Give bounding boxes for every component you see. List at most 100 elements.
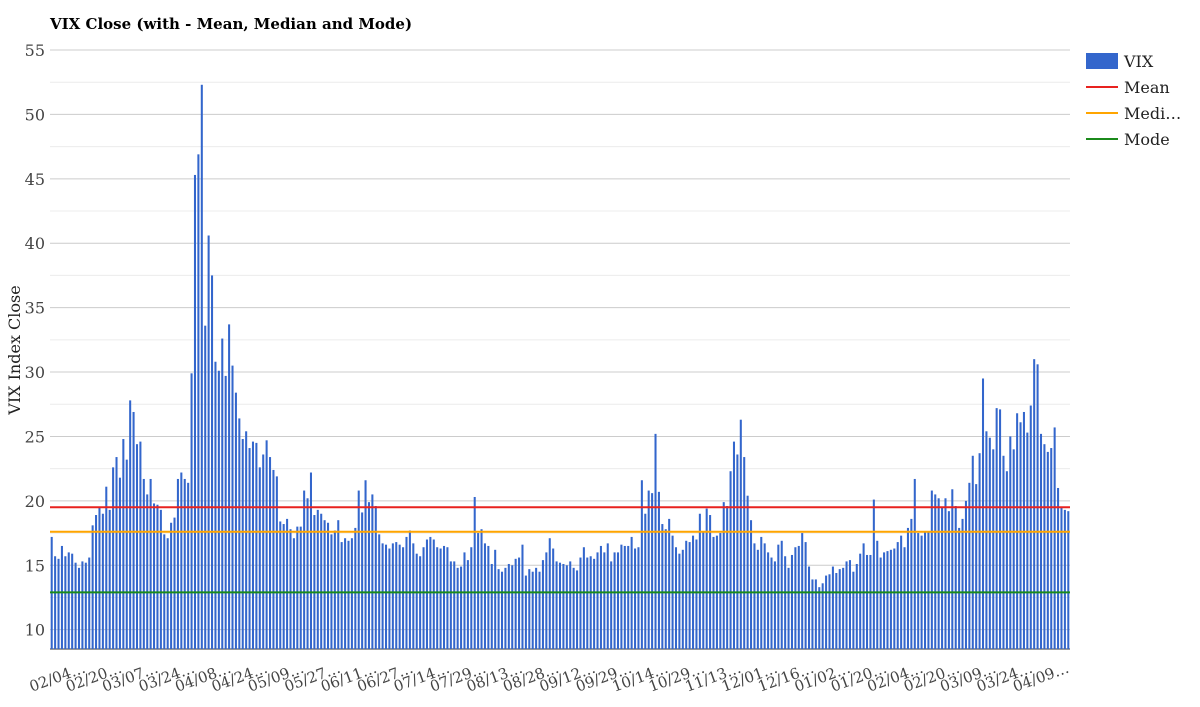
vix-bar[interactable] [569,561,572,649]
vix-bar[interactable] [204,325,207,649]
vix-bar[interactable] [490,563,493,649]
vix-bar[interactable] [122,439,125,649]
vix-bar[interactable] [275,476,278,649]
vix-bar[interactable] [251,441,254,649]
vix-bar[interactable] [142,478,145,649]
vix-bar[interactable] [303,490,306,649]
vix-bar[interactable] [241,439,244,649]
vix-bar[interactable] [964,500,967,649]
vix-bar[interactable] [483,543,486,649]
vix-bar[interactable] [494,549,497,649]
vix-bar[interactable] [1057,487,1060,649]
vix-bar[interactable] [323,520,326,649]
vix-bar[interactable] [767,552,770,649]
vix-bar[interactable] [869,554,872,649]
vix-bar[interactable] [1050,448,1053,649]
vix-bar[interactable] [1002,455,1005,649]
vix-bar[interactable] [125,459,128,649]
vix-bar[interactable] [988,437,991,649]
vix-bar[interactable] [913,478,916,649]
vix-bar[interactable] [985,431,988,649]
vix-bar[interactable] [1005,471,1008,649]
vix-bar[interactable] [1060,507,1063,649]
vix-bar[interactable] [535,567,538,649]
vix-bar[interactable] [695,539,698,649]
vix-bar[interactable] [521,544,524,649]
vix-bar[interactable] [135,444,139,649]
vix-bar[interactable] [228,324,231,649]
vix-bar[interactable] [999,409,1002,649]
vix-bar[interactable] [674,547,678,649]
vix-bar[interactable] [193,174,197,649]
vix-bar[interactable] [661,524,664,649]
vix-bar[interactable] [200,84,203,650]
vix-bar[interactable] [146,494,149,649]
vix-bar[interactable] [367,502,370,649]
vix-bar[interactable] [388,548,391,649]
vix-bar[interactable] [657,491,660,649]
vix-bar[interactable] [91,525,94,649]
vix-bar[interactable] [224,375,227,649]
vix-bar[interactable] [910,518,913,649]
vix-bar[interactable] [835,572,838,649]
vix-bar[interactable] [811,579,814,649]
vix-bar[interactable] [344,538,347,649]
vix-bar[interactable] [746,495,749,649]
vix-bar[interactable] [371,494,374,649]
vix-bar[interactable] [644,513,647,649]
vix-bar[interactable] [1039,433,1043,649]
vix-bar[interactable] [514,558,517,649]
vix-bar[interactable] [613,552,616,649]
vix-bar[interactable] [681,549,684,649]
vix-bar[interactable] [944,498,947,649]
vix-bar[interactable] [327,522,330,649]
vix-bar[interactable] [408,530,411,649]
vix-bar[interactable] [801,533,804,649]
vix-bar[interactable] [384,544,388,649]
vix-bar[interactable] [299,526,302,649]
vix-bar[interactable] [159,509,162,649]
vix-bar[interactable] [415,553,418,649]
vix-bar[interactable] [1053,427,1056,649]
vix-bar[interactable] [347,540,350,649]
vix-bar[interactable] [528,569,531,649]
vix-bar[interactable] [756,549,759,649]
vix-bar[interactable] [480,529,483,649]
vix-bar[interactable] [95,515,98,649]
vix-bar[interactable] [634,548,637,649]
vix-bar[interactable] [637,547,640,649]
vix-bar[interactable] [1009,436,1012,649]
vix-bar[interactable] [88,557,91,649]
vix-bar[interactable] [927,531,930,649]
vix-bar[interactable] [678,553,681,649]
vix-bar[interactable] [361,512,364,649]
vix-bar[interactable] [1046,451,1049,649]
vix-bar[interactable] [190,373,193,649]
vix-bar[interactable] [866,554,869,649]
vix-bar[interactable] [930,490,933,649]
vix-bar[interactable] [507,563,510,649]
vix-bar[interactable] [391,543,394,649]
legend-item-vix[interactable]: VIX [1086,48,1181,74]
vix-bar[interactable] [620,544,623,649]
vix-bar[interactable] [790,554,793,649]
vix-bar[interactable] [262,454,265,649]
vix-bar[interactable] [460,566,463,649]
vix-bar[interactable] [364,480,367,649]
vix-bar[interactable] [576,570,579,649]
vix-bar[interactable] [98,507,101,649]
vix-bar[interactable] [855,563,858,649]
vix-bar[interactable] [306,498,309,649]
vix-bar[interactable] [105,486,108,649]
vix-bar[interactable] [511,565,514,649]
vix-bar[interactable] [313,515,316,649]
vix-bar[interactable] [981,378,985,649]
vix-bar[interactable] [101,513,104,649]
vix-bar[interactable] [978,453,981,649]
vix-bar[interactable] [923,531,927,649]
vix-bar[interactable] [879,557,882,649]
vix-bar[interactable] [538,571,541,649]
vix-bar[interactable] [702,531,705,649]
vix-bar[interactable] [139,441,142,649]
vix-bar[interactable] [500,571,504,649]
